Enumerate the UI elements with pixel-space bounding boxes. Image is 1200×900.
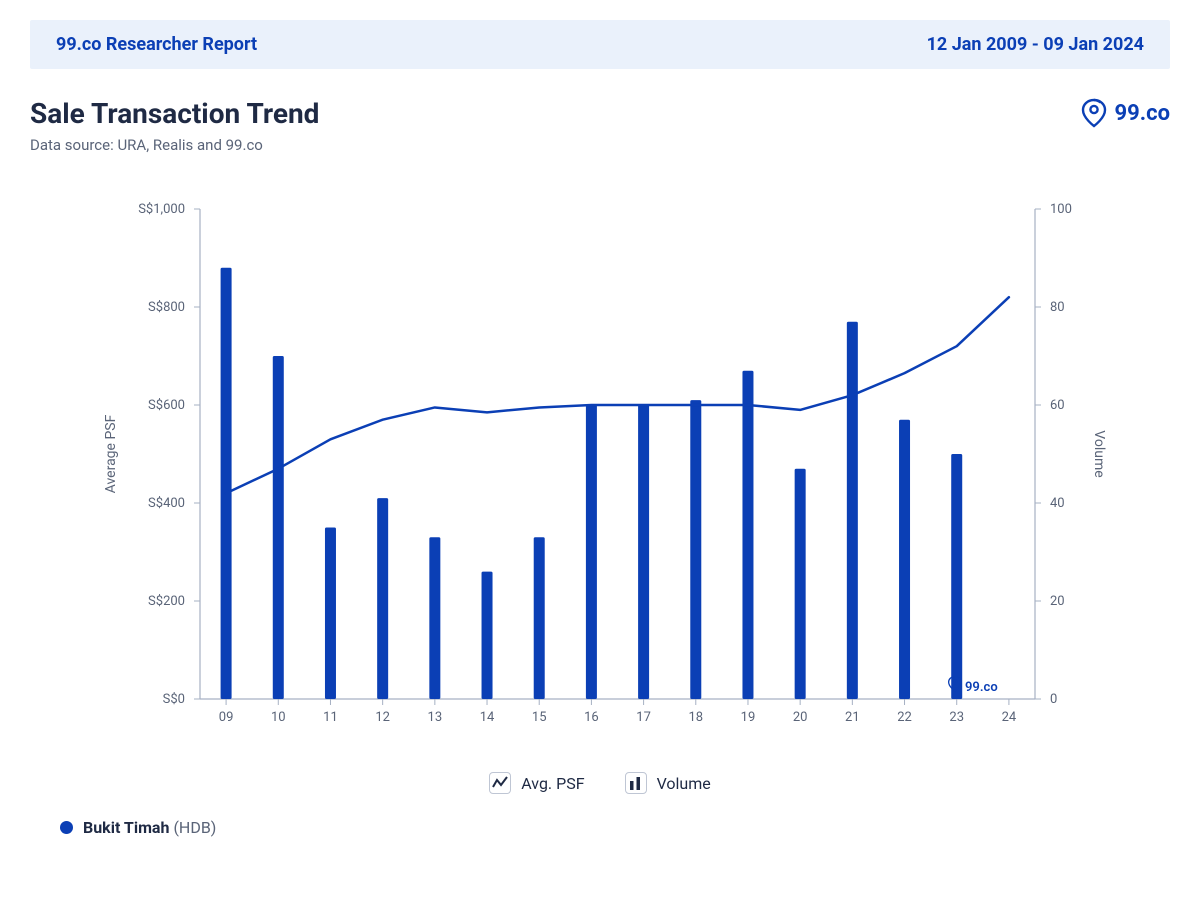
svg-text:20: 20 — [793, 710, 808, 725]
series-dot — [60, 821, 73, 834]
report-header: 99.co Researcher Report 12 Jan 2009 - 09… — [30, 20, 1170, 69]
svg-text:S$200: S$200 — [148, 594, 185, 609]
title-block: Sale Transaction Trend Data source: URA,… — [30, 97, 1170, 154]
bars-icon — [625, 772, 647, 794]
svg-text:0: 0 — [1050, 692, 1057, 707]
series-legend: Bukit Timah (HDB) — [30, 818, 1170, 837]
svg-text:Volume: Volume — [1091, 430, 1107, 477]
header-date-range: 12 Jan 2009 - 09 Jan 2024 — [927, 34, 1144, 55]
svg-text:20: 20 — [1050, 594, 1065, 609]
svg-text:17: 17 — [636, 710, 651, 725]
svg-text:60: 60 — [1050, 398, 1065, 413]
svg-text:22: 22 — [897, 710, 912, 725]
transaction-chart: S$0 S$200 S$400 S$600 S$800 S$1,000 0 20 40 60 80 1… — [30, 184, 1130, 754]
svg-text:24: 24 — [1002, 710, 1017, 725]
svg-text:S$0: S$0 — [163, 692, 185, 707]
legend-item-volume: Volume — [625, 772, 711, 794]
svg-text:S$1,000: S$1,000 — [138, 202, 185, 217]
svg-text:09: 09 — [219, 710, 234, 725]
svg-text:23: 23 — [949, 710, 964, 725]
svg-text:11: 11 — [323, 710, 338, 725]
chart-title: Sale Transaction Trend — [30, 97, 319, 130]
svg-text:16: 16 — [584, 710, 599, 725]
svg-text:S$800: S$800 — [148, 300, 185, 315]
svg-text:13: 13 — [428, 710, 443, 725]
series-name: Bukit Timah — [83, 818, 169, 837]
svg-text:100: 100 — [1050, 202, 1072, 217]
chart-legend: Avg. PSF Volume — [30, 772, 1170, 794]
line-icon — [489, 772, 511, 794]
svg-text:40: 40 — [1050, 496, 1065, 511]
svg-text:99.co: 99.co — [965, 680, 998, 695]
brand-logo: 99.co — [1080, 97, 1170, 129]
header-left: 99.co Researcher Report — [56, 34, 257, 55]
svg-text:21: 21 — [845, 710, 860, 725]
svg-text:19: 19 — [741, 710, 756, 725]
legend-item-avg-psf: Avg. PSF — [489, 772, 584, 794]
map-pin-icon — [1080, 97, 1108, 129]
svg-text:12: 12 — [375, 710, 390, 725]
brand-text: 99.co — [1114, 101, 1170, 126]
series-sub: (HDB) — [173, 818, 216, 837]
legend-label: Avg. PSF — [521, 774, 584, 793]
svg-text:S$600: S$600 — [148, 398, 185, 413]
svg-text:15: 15 — [532, 710, 547, 725]
svg-text:80: 80 — [1050, 300, 1065, 315]
svg-text:S$400: S$400 — [148, 496, 185, 511]
legend-label: Volume — [657, 774, 711, 793]
svg-text:Average PSF: Average PSF — [103, 414, 119, 493]
chart-subtitle: Data source: URA, Realis and 99.co — [30, 136, 319, 154]
svg-text:18: 18 — [688, 710, 703, 725]
svg-text:14: 14 — [480, 710, 495, 725]
svg-text:10: 10 — [271, 710, 286, 725]
